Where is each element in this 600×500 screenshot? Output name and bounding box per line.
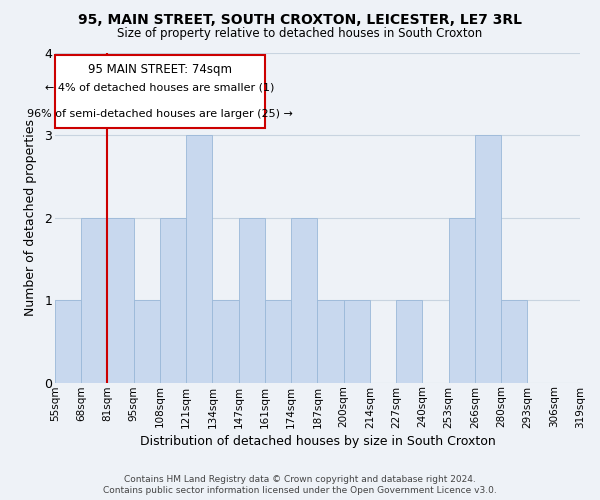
Bar	[265, 300, 291, 382]
Bar	[317, 300, 344, 382]
Bar	[134, 300, 160, 382]
Bar	[396, 300, 422, 382]
Bar	[107, 218, 134, 382]
FancyBboxPatch shape	[55, 55, 265, 128]
X-axis label: Distribution of detached houses by size in South Croxton: Distribution of detached houses by size …	[140, 434, 496, 448]
Bar	[239, 218, 265, 382]
Text: ← 4% of detached houses are smaller (1): ← 4% of detached houses are smaller (1)	[45, 83, 275, 93]
Bar	[212, 300, 239, 382]
Bar	[55, 300, 81, 382]
Text: 95, MAIN STREET, SOUTH CROXTON, LEICESTER, LE7 3RL: 95, MAIN STREET, SOUTH CROXTON, LEICESTE…	[78, 12, 522, 26]
Bar	[81, 218, 107, 382]
Bar	[186, 135, 212, 382]
Text: Contains public sector information licensed under the Open Government Licence v3: Contains public sector information licen…	[103, 486, 497, 495]
Text: 96% of semi-detached houses are larger (25) →: 96% of semi-detached houses are larger (…	[27, 110, 293, 120]
Text: 95 MAIN STREET: 74sqm: 95 MAIN STREET: 74sqm	[88, 64, 232, 76]
Bar	[475, 135, 501, 382]
Bar	[160, 218, 186, 382]
Text: Contains HM Land Registry data © Crown copyright and database right 2024.: Contains HM Land Registry data © Crown c…	[124, 475, 476, 484]
Bar	[501, 300, 527, 382]
Y-axis label: Number of detached properties: Number of detached properties	[24, 119, 37, 316]
Bar	[344, 300, 370, 382]
Bar	[449, 218, 475, 382]
Text: Size of property relative to detached houses in South Croxton: Size of property relative to detached ho…	[118, 26, 482, 40]
Bar	[291, 218, 317, 382]
